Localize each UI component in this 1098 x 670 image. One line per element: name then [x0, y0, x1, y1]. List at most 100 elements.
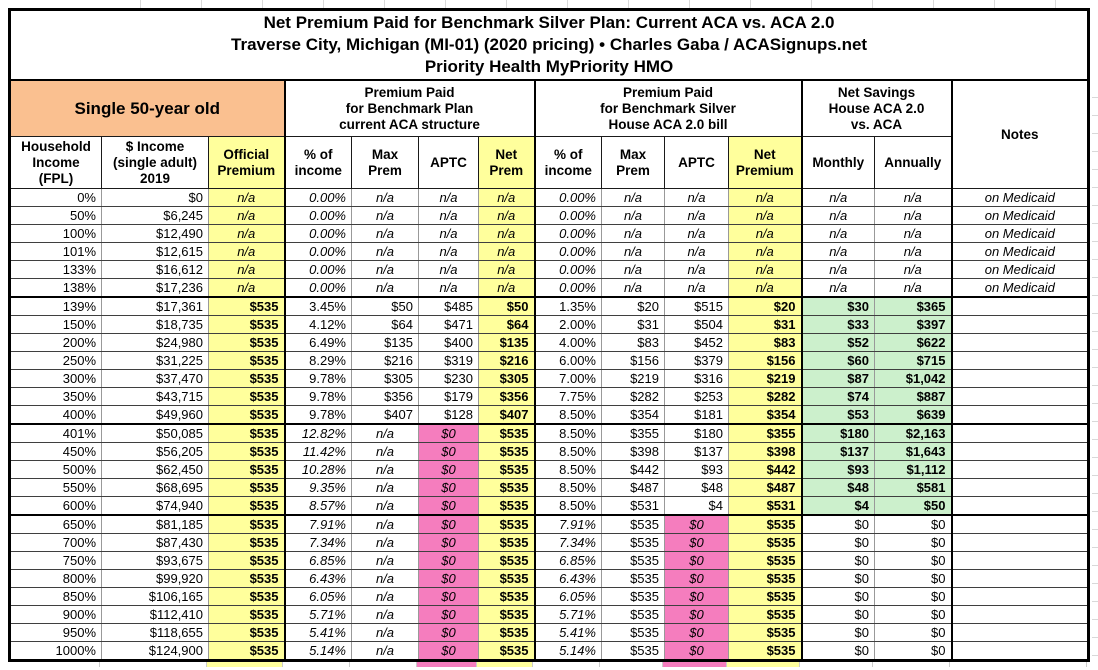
- table-row: 350% $43,715 $535 9.78% $356 $179 $356 7.75% $28…: [9, 387, 1090, 406]
- page-title: Net Premium Paid for Benchmark Silver Pl…: [263, 13, 835, 32]
- cell-aca2-pct-income: 0.00%: [534, 260, 602, 279]
- continuation-cell: [283, 662, 350, 667]
- cell-fpl: 800%: [9, 569, 102, 588]
- cell-savings-monthly: $93: [801, 460, 875, 479]
- cell-aca-max-prem: n/a: [351, 442, 419, 461]
- column-header-row: Household Income (FPL) $ Income (single …: [9, 136, 1089, 189]
- table-row: 650% $81,185 $535 7.91% n/a $0 $535 7.91% $535 $0…: [9, 515, 1090, 534]
- title-block: Net Premium Paid for Benchmark Silver Pl…: [9, 9, 1089, 81]
- cell-aca-pct-income: 12.82%: [284, 424, 352, 443]
- cell-income: $106,165: [101, 587, 209, 606]
- cell-aca-max-prem: n/a: [351, 224, 419, 243]
- cell-fpl: 133%: [9, 260, 102, 279]
- cell-fpl: 101%: [9, 242, 102, 261]
- cell-notes: [951, 533, 1090, 552]
- cell-aca-max-prem: n/a: [351, 623, 419, 642]
- cell-aca-aptc: n/a: [418, 260, 479, 279]
- cell-aca-net-prem: $535: [478, 496, 536, 516]
- cell-aca2-net-premium: $487: [728, 478, 803, 497]
- group-header-net-savings: Net Savings House ACA 2.0 vs. ACA: [801, 79, 953, 137]
- cell-official-premium: $535: [208, 496, 286, 516]
- cell-aca2-max-prem: $535: [601, 587, 665, 606]
- continuation-cell: [950, 662, 1087, 667]
- cell-aca-max-prem: $216: [351, 351, 419, 370]
- cell-aca2-max-prem: $531: [601, 496, 665, 516]
- cell-aca2-pct-income: 0.00%: [534, 278, 602, 298]
- cell-aca2-max-prem: $20: [601, 297, 665, 316]
- cell-aca-net-prem: $535: [478, 515, 536, 534]
- cell-aca2-aptc: n/a: [664, 188, 729, 207]
- cell-fpl: 400%: [9, 405, 102, 425]
- sheet-row-continuation: [8, 662, 1090, 667]
- cell-income: $16,612: [101, 260, 209, 279]
- cell-aca-pct-income: 9.78%: [284, 387, 352, 406]
- cell-fpl: 900%: [9, 605, 102, 624]
- cell-aca2-pct-income: 1.35%: [534, 297, 602, 316]
- cell-income: $6,245: [101, 206, 209, 225]
- cell-income: $62,450: [101, 460, 209, 479]
- cell-fpl: 500%: [9, 460, 102, 479]
- cell-fpl: 700%: [9, 533, 102, 552]
- cell-aca2-pct-income: 7.75%: [534, 387, 602, 406]
- table-row: 139% $17,361 $535 3.45% $50 $485 $50 1.35% $20 $5…: [9, 297, 1090, 316]
- cell-savings-monthly: $0: [801, 587, 875, 606]
- cell-savings-monthly: $0: [801, 515, 875, 534]
- cell-aca-max-prem: n/a: [351, 605, 419, 624]
- cell-savings-annually: $365: [874, 297, 953, 316]
- header-aca-net-prem: Net Prem: [478, 136, 536, 189]
- cell-official-premium: $535: [208, 369, 286, 388]
- continuation-cell: [417, 662, 477, 667]
- cell-aca-net-prem: $535: [478, 551, 536, 570]
- cell-notes: on Medicaid: [951, 188, 1090, 207]
- cell-aca-pct-income: 0.00%: [284, 260, 352, 279]
- cell-official-premium: $535: [208, 533, 286, 552]
- cell-aca2-net-premium: $219: [728, 369, 803, 388]
- cell-aca2-net-premium: $354: [728, 405, 803, 425]
- header-income: $ Income (single adult) 2019: [101, 136, 209, 189]
- cell-savings-monthly: $4: [801, 496, 875, 516]
- header-aca2-max-prem: Max Prem: [601, 136, 665, 189]
- title-row: Net Premium Paid for Benchmark Silver Pl…: [9, 9, 1089, 81]
- cell-aca-net-prem: n/a: [478, 224, 536, 243]
- cell-aca2-aptc: $180: [664, 424, 729, 443]
- cell-aca-pct-income: 0.00%: [284, 278, 352, 298]
- cell-aca-pct-income: 6.85%: [284, 551, 352, 570]
- cell-savings-monthly: $30: [801, 297, 875, 316]
- cell-aca-max-prem: n/a: [351, 533, 419, 552]
- cell-income: $56,205: [101, 442, 209, 461]
- cell-fpl: 850%: [9, 587, 102, 606]
- cell-savings-monthly: $60: [801, 351, 875, 370]
- cell-aca2-net-premium: $31: [728, 315, 803, 334]
- cell-aca-net-prem: $535: [478, 641, 536, 661]
- cell-aca-aptc: $0: [418, 551, 479, 570]
- cell-aca-max-prem: $135: [351, 333, 419, 352]
- cell-official-premium: $535: [208, 315, 286, 334]
- cell-aca2-net-premium: n/a: [728, 260, 803, 279]
- header-aca-pct-income: % of income: [284, 136, 352, 189]
- cell-aca-net-prem: $407: [478, 405, 536, 425]
- cell-aca2-pct-income: 5.71%: [534, 605, 602, 624]
- cell-aca-max-prem: n/a: [351, 478, 419, 497]
- cell-aca-pct-income: 7.34%: [284, 533, 352, 552]
- cell-aca2-net-premium: $535: [728, 587, 803, 606]
- cell-savings-monthly: n/a: [801, 242, 875, 261]
- cell-aca-net-prem: n/a: [478, 206, 536, 225]
- cell-aca2-pct-income: 6.43%: [534, 569, 602, 588]
- cell-notes: [951, 387, 1090, 406]
- header-household-income-fpl: Household Income (FPL): [9, 136, 102, 189]
- spreadsheet-gridlines-right: [1092, 80, 1098, 670]
- cell-aca2-max-prem: $535: [601, 623, 665, 642]
- continuation-cell: [100, 662, 207, 667]
- cell-official-premium: $535: [208, 460, 286, 479]
- cell-notes: [951, 641, 1090, 661]
- cell-aca2-net-premium: $282: [728, 387, 803, 406]
- cell-income: $74,940: [101, 496, 209, 516]
- cell-aca2-aptc: $504: [664, 315, 729, 334]
- table-row: 150% $18,735 $535 4.12% $64 $471 $64 2.00% $31 $5…: [9, 315, 1090, 334]
- cell-aca2-aptc: $0: [664, 587, 729, 606]
- plan-name: Priority Health MyPriority HMO: [424, 57, 674, 76]
- cell-aca2-aptc: $0: [664, 569, 729, 588]
- cell-savings-annually: n/a: [874, 278, 953, 298]
- cell-savings-monthly: $52: [801, 333, 875, 352]
- cell-aca-aptc: $0: [418, 442, 479, 461]
